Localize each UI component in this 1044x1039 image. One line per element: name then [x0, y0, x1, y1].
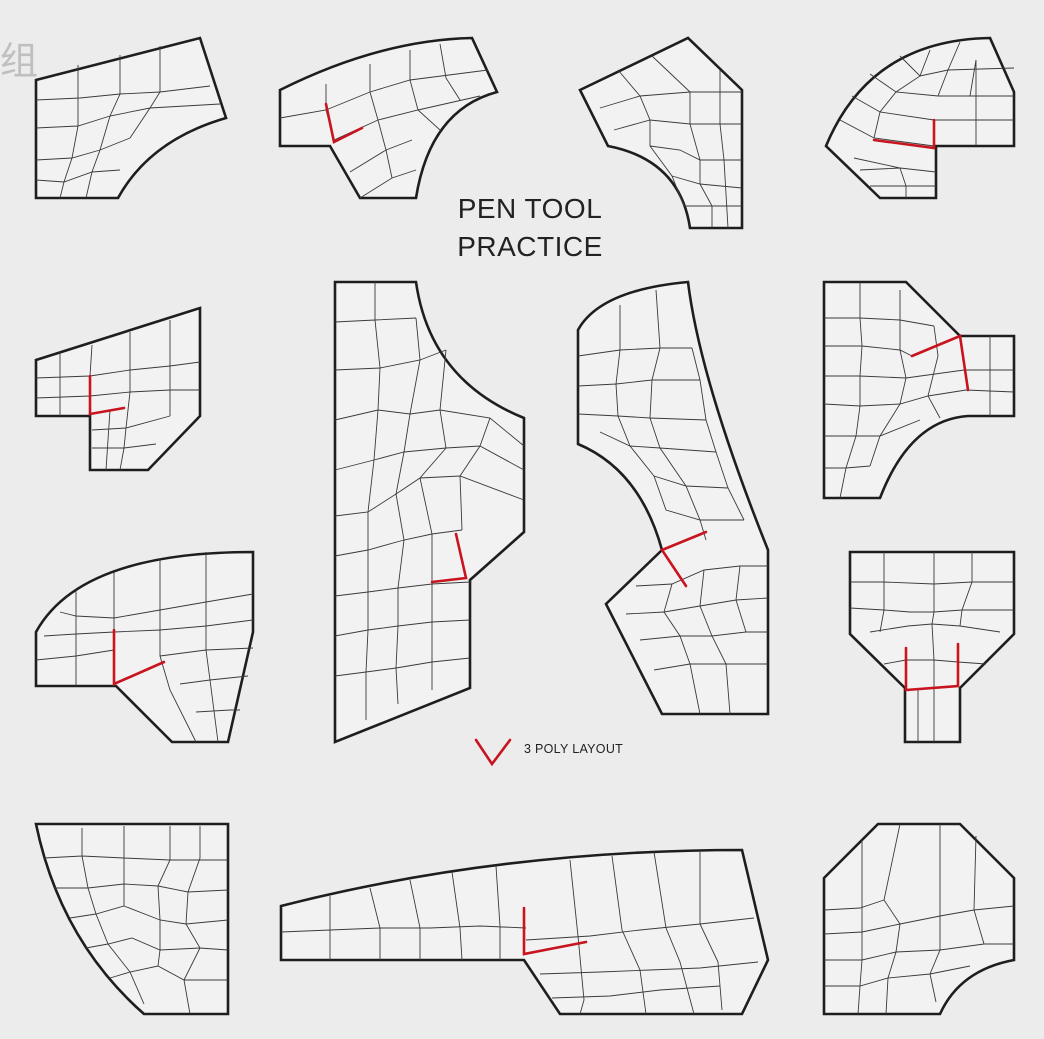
mesh-shape-8	[822, 280, 1016, 500]
mesh-shape-9	[34, 550, 255, 744]
mesh-shape-7	[576, 280, 770, 716]
mesh-shape-4	[824, 36, 1016, 200]
mesh-shape-5	[34, 306, 202, 472]
legend-label: 3 POLY LAYOUT	[524, 742, 624, 756]
page-title-line-1: PEN TOOL	[457, 193, 603, 224]
mesh-shape-12	[279, 848, 770, 1016]
mesh-shape-13	[822, 822, 1016, 1016]
mesh-shape-6	[333, 280, 526, 744]
mesh-shape-2	[278, 36, 499, 200]
mesh-shape-10	[848, 550, 1016, 744]
legend-v-mark-icon	[474, 738, 512, 767]
page-title-line-2: PRACTICE	[457, 231, 603, 262]
watermark-text: 组	[0, 39, 39, 83]
mesh-shape-3	[578, 36, 744, 230]
mesh-shape-11	[34, 822, 230, 1016]
mesh-shape-1	[34, 36, 228, 200]
